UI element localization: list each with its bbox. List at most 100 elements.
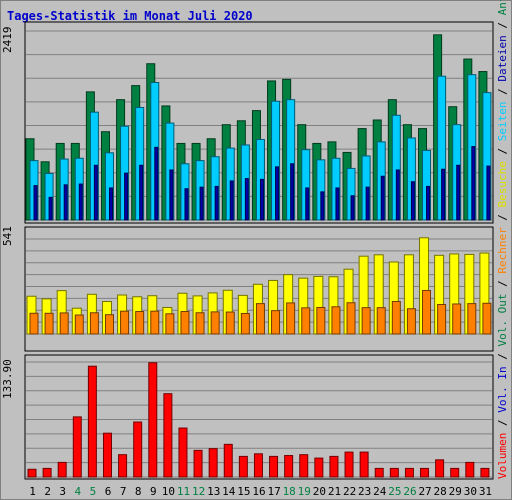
x-tick-label: 26 [403,485,416,498]
bar-volumen [102,432,112,478]
bar-volumen [253,453,263,478]
bar-rechner [29,312,39,335]
bar-seiten [380,175,385,221]
bar-rechner [120,310,130,335]
bar-volumen [87,365,97,478]
x-tick-label: 9 [150,485,157,498]
legend-item: Dateien [496,35,509,82]
x-tick-label: 2 [44,485,51,498]
x-tick-label: 17 [267,485,280,498]
bar-rechner [240,312,250,335]
bar-seiten [259,178,264,221]
bar-seiten [456,164,461,221]
legend-item: Rechner [496,227,509,274]
bar-rechner [150,310,160,335]
x-tick-label: 23 [358,485,371,498]
legend-separator: / [496,412,509,433]
bar-seiten [154,146,159,221]
bar-volumen [435,459,445,478]
legend-separator: / [496,346,509,367]
x-tick-label: 15 [237,485,250,498]
bar-rechner [406,308,416,335]
legend-item: Seiten [496,101,509,142]
bar-rechner [255,303,265,335]
x-tick-label: 1 [29,485,36,498]
bar-seiten [305,187,310,221]
x-tick-label: 6 [105,485,112,498]
chart-title: Tages-Statistik im Monat Juli 2020 [7,9,253,23]
bar-rechner [44,312,54,335]
bar-seiten [290,163,295,221]
bar-rechner [422,289,432,335]
bar-volumen [72,416,82,478]
bar-seiten [63,184,68,221]
bar-seiten [486,165,491,221]
x-tick-label: 3 [59,485,66,498]
bar-rechner [89,312,99,335]
bar-rechner [135,311,145,335]
bar-seiten [335,187,340,221]
bar-rechner [316,306,326,335]
bar-volumen [420,467,430,478]
legend-item: Vol. Out [496,293,509,347]
x-tick-label: 21 [328,485,341,498]
x-tick-label: 31 [479,485,492,498]
bar-volumen [223,443,233,478]
bar-volumen [27,468,37,478]
bar-volumen [133,421,143,478]
bar-seiten [471,146,476,221]
legend-item: Anfragen [496,0,509,15]
bar-rechner [195,312,205,335]
bar-seiten [244,178,249,221]
bar-volumen [57,461,67,478]
bar-seiten [441,168,446,221]
bar-volumen [238,455,248,478]
bar-seiten [124,172,129,221]
bar-rechner [376,307,386,335]
x-tick-label: 8 [135,485,142,498]
bar-volumen [465,461,475,478]
x-tick-label: 4 [75,485,82,498]
legend-separator: / [496,15,509,36]
legend-item: Vol. In [496,366,509,413]
bar-volumen [344,451,354,478]
legend-separator: / [496,207,509,228]
x-tick-label: 5 [90,485,97,498]
bar-seiten [350,195,355,221]
legend-item: Volumen [496,432,509,479]
x-tick-label: 18 [283,485,296,498]
x-tick-label: 14 [222,485,236,498]
legend: Volumen / Vol. In / Vol. Out / Rechner /… [494,0,512,481]
bar-rechner [74,314,84,335]
x-tick-label: 10 [162,485,175,498]
x-tick-label: 12 [192,485,205,498]
bar-rechner [59,312,69,335]
bar-seiten [48,196,53,221]
bar-volumen [450,467,460,478]
x-tick-label: 13 [207,485,220,498]
bar-rechner [361,307,371,335]
bar-rechner [452,303,462,335]
legend-separator: / [496,81,509,102]
bar-volumen [314,457,324,478]
bar-volumen [163,393,173,478]
bar-rechner [286,302,296,335]
bar-seiten [320,191,325,221]
bar-volumen [359,451,369,478]
x-tick-label: 24 [373,485,387,498]
bar-seiten [78,183,83,221]
bar-volumen [193,449,203,478]
x-tick-label: 22 [343,485,356,498]
legend-item: Besuche [496,161,509,208]
bar-volumen [208,448,218,478]
bar-volumen [299,454,309,478]
x-tick-label: 20 [313,485,326,498]
bar-volumen [329,455,339,478]
bar-rechner [331,306,341,335]
legend-text: Volumen / Vol. In / Vol. Out / Rechner /… [496,0,509,479]
bar-rechner [301,307,311,335]
bar-rechner [437,303,447,335]
bar-rechner [165,313,175,335]
